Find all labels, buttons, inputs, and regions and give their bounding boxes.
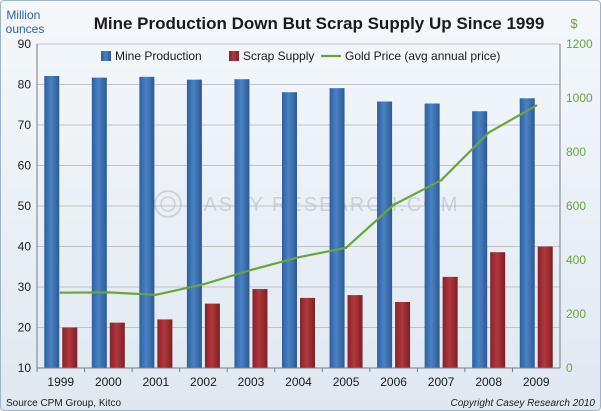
legend: Mine Production Scrap Supply Gold Price (a… bbox=[101, 49, 500, 63]
mine-production-bar bbox=[186, 79, 202, 368]
scrap-supply-bar bbox=[157, 319, 173, 368]
y-right-tick-label: 600 bbox=[566, 199, 586, 213]
y-left-tick-label: 40 bbox=[18, 240, 32, 254]
y-left-tick-label: 90 bbox=[18, 37, 32, 51]
gold-price-point bbox=[535, 104, 538, 107]
y-right-tick-label: 200 bbox=[566, 307, 586, 321]
legend-label: Gold Price (avg annual price) bbox=[345, 49, 500, 63]
x-tick-label: 2006 bbox=[380, 375, 407, 389]
gold-price-point bbox=[154, 293, 158, 297]
scrap-supply-bar bbox=[62, 327, 78, 368]
mine-production-bar bbox=[519, 98, 535, 369]
mine-production-bar bbox=[282, 92, 297, 368]
mine-production-bar bbox=[377, 101, 393, 368]
y-left-tick-label: 20 bbox=[18, 321, 32, 335]
y-left-tick-label: 10 bbox=[18, 361, 32, 375]
scrap-supply-bar bbox=[300, 297, 315, 368]
x-tick-label: 2008 bbox=[475, 375, 502, 389]
watermark-logo-icon bbox=[154, 190, 182, 218]
scrap-supply-bar bbox=[490, 252, 506, 368]
scrap-supply-bar bbox=[252, 289, 268, 368]
gold-price-point bbox=[107, 291, 110, 294]
y-left-tick-label: 60 bbox=[18, 159, 32, 173]
gold-price-point bbox=[392, 203, 395, 207]
gold-price-point bbox=[297, 256, 300, 259]
x-tick-label: 2002 bbox=[190, 375, 217, 389]
y-left-axis-label: Million ounces bbox=[6, 8, 45, 36]
scrap-supply-bar bbox=[204, 303, 220, 368]
watermark-logo-inner bbox=[160, 196, 176, 212]
y-right-tick-label: 0 bbox=[566, 361, 573, 375]
mine-production-bar bbox=[329, 88, 345, 369]
chart-title: Mine Production Down But Scrap Supply Up… bbox=[94, 14, 545, 33]
watermark-text: CASEY RESEARCH.COM bbox=[187, 194, 459, 216]
x-tick-label: 2000 bbox=[95, 375, 122, 389]
y-left-tick-label: 80 bbox=[18, 78, 32, 92]
scrap-supply-bar bbox=[109, 322, 125, 368]
y-right-tick-label: 1200 bbox=[566, 37, 593, 51]
legend-swatch bbox=[229, 51, 239, 61]
y-left-tick-label: 50 bbox=[18, 199, 32, 213]
x-tick-label: 2007 bbox=[428, 375, 455, 389]
bars bbox=[44, 75, 553, 369]
scrap-supply-bar bbox=[537, 246, 553, 368]
scrap-supply-bar bbox=[395, 301, 411, 368]
gold-price-point bbox=[249, 268, 253, 272]
scrap-supply-bar bbox=[347, 295, 363, 368]
copyright-note: Copyright Casey Research 2010 bbox=[450, 398, 595, 409]
axes: 10 20 30 40 50 60 70 80 90 0 200 400 600 800 1000 1200 1… bbox=[18, 37, 593, 389]
x-tick-label: 1999 bbox=[47, 375, 74, 389]
x-tick-label: 2005 bbox=[333, 375, 360, 389]
mine-production-bar bbox=[91, 77, 107, 369]
y-right-tick-label: 800 bbox=[566, 145, 586, 159]
mine-production-bar bbox=[472, 111, 488, 368]
gold-price-point bbox=[487, 131, 490, 134]
mine-production-bar bbox=[424, 103, 440, 368]
y-right-tick-label: 400 bbox=[566, 253, 586, 267]
gold-price-point bbox=[439, 179, 443, 182]
y-left-tick-label: 30 bbox=[18, 280, 32, 294]
legend-label: Scrap Supply bbox=[243, 49, 314, 63]
mine-production-bar bbox=[234, 79, 250, 369]
y-left-tick-label: 70 bbox=[18, 118, 32, 132]
x-tick-label: 2009 bbox=[523, 375, 550, 389]
scrap-supply-bar bbox=[442, 276, 458, 368]
mine-production-bar bbox=[139, 76, 155, 369]
gold-price-point bbox=[59, 291, 62, 294]
gold-price-point bbox=[344, 246, 348, 250]
y-right-tick-label: 1000 bbox=[566, 91, 593, 105]
x-tick-label: 2003 bbox=[238, 375, 265, 389]
legend-label: Mine Production bbox=[115, 49, 202, 63]
legend-swatch bbox=[101, 51, 111, 61]
x-tick-label: 2001 bbox=[143, 375, 170, 389]
source-note: Source CPM Group, Kitco bbox=[6, 398, 121, 409]
mine-production-bar bbox=[44, 75, 60, 369]
gold-price-line-group bbox=[59, 104, 538, 297]
x-tick-label: 2004 bbox=[285, 375, 312, 389]
gold-price-point bbox=[202, 283, 205, 286]
y-right-axis-label: $ bbox=[570, 16, 578, 31]
